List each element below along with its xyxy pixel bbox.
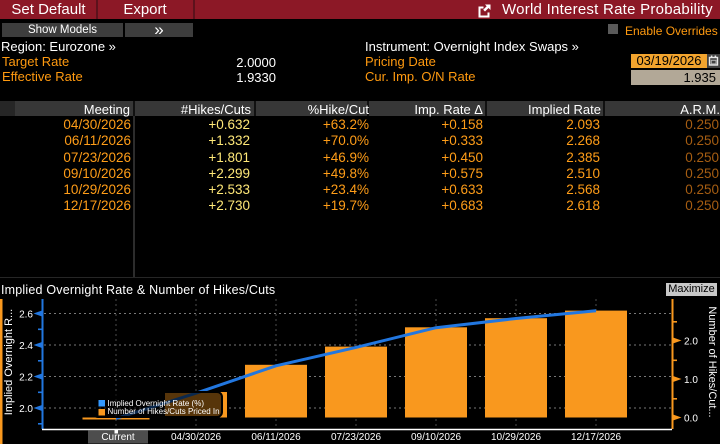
svg-text:2.4: 2.4 [19,341,33,352]
svg-text:2.0: 2.0 [684,337,698,348]
svg-text:10/29/2026: 10/29/2026 [491,432,541,443]
svg-text:2.2: 2.2 [19,373,33,384]
svg-text:2.0: 2.0 [19,404,33,415]
svg-text:Implied Overnight Rate (%): Implied Overnight Rate (%) [108,399,205,408]
svg-text:Implied Overnight R...: Implied Overnight R... [3,309,15,415]
svg-text:04/30/2026: 04/30/2026 [171,432,221,443]
svg-text:1.0: 1.0 [684,375,698,386]
svg-text:Number of Hikes/Cuts Priced In: Number of Hikes/Cuts Priced In [108,407,220,416]
svg-text:12/17/2026: 12/17/2026 [571,432,621,443]
svg-text:Number of Hikes/Cut...: Number of Hikes/Cut... [706,306,718,417]
svg-text:2.6: 2.6 [19,310,33,321]
svg-text:07/23/2026: 07/23/2026 [331,432,381,443]
svg-text:09/10/2026: 09/10/2026 [411,432,461,443]
svg-text:06/11/2026: 06/11/2026 [251,432,301,443]
svg-text:0.0: 0.0 [684,414,698,425]
svg-text:Current: Current [101,432,135,443]
